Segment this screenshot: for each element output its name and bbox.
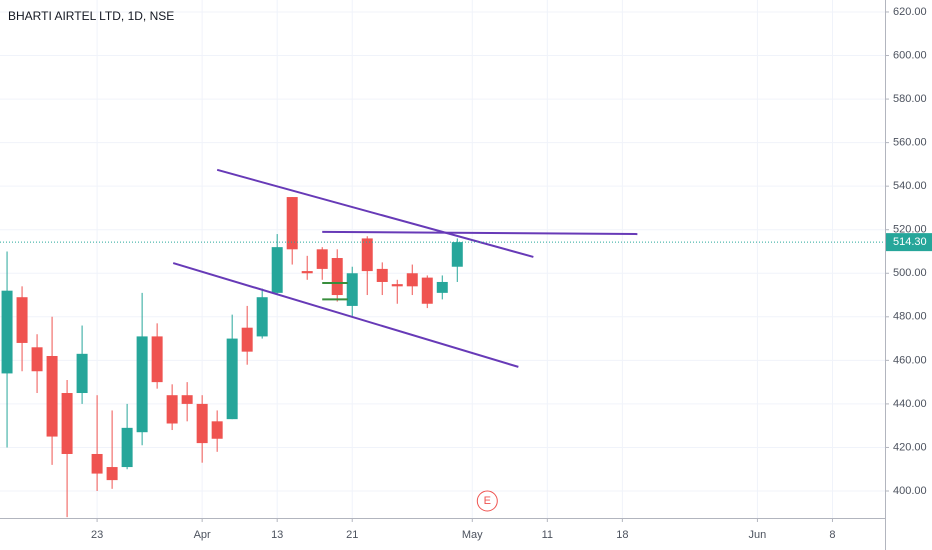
candle-body xyxy=(136,336,148,433)
candle-body xyxy=(331,258,343,296)
x-tick-label: 21 xyxy=(346,529,358,541)
candle-body xyxy=(406,273,418,287)
candle-body xyxy=(271,247,283,293)
candle-body xyxy=(16,297,28,343)
last-price-label: 514.30 xyxy=(893,236,927,248)
candle-body xyxy=(31,347,43,372)
candle-body xyxy=(451,242,463,267)
candle-body xyxy=(226,338,238,420)
y-tick-label: 580.00 xyxy=(893,93,927,105)
candle-body xyxy=(196,403,208,444)
candle-body xyxy=(256,297,268,337)
candle-body xyxy=(61,393,73,454)
candle-body xyxy=(1,290,13,374)
candle-body xyxy=(211,421,223,439)
x-tick-label: 11 xyxy=(542,529,553,541)
candle-body xyxy=(391,284,403,287)
y-tick-label: 480.00 xyxy=(893,311,927,323)
y-tick-label: 460.00 xyxy=(893,354,927,366)
chart-title: BHARTI AIRTEL LTD, 1D, NSE xyxy=(8,9,174,23)
candle-body xyxy=(76,353,88,394)
trend-line xyxy=(172,262,519,368)
event-marker-label: E xyxy=(484,495,491,507)
y-tick-label: 540.00 xyxy=(893,180,927,192)
candle-body xyxy=(91,453,103,474)
last-price-box xyxy=(886,233,932,252)
y-tick-label: 420.00 xyxy=(893,441,927,453)
y-tick-label: 620.00 xyxy=(893,6,927,18)
x-tick-label: 18 xyxy=(616,529,628,541)
x-tick-label: May xyxy=(462,529,483,541)
trend-line xyxy=(322,230,638,236)
x-tick-label: 23 xyxy=(91,529,103,541)
event-marker xyxy=(476,490,498,512)
candle-body xyxy=(166,395,178,424)
candle-body xyxy=(316,249,328,269)
candle-body xyxy=(121,427,133,468)
x-tick-label: 13 xyxy=(271,529,283,541)
y-tick-label: 400.00 xyxy=(893,485,927,497)
candle-body xyxy=(421,277,433,304)
candle-body xyxy=(346,273,358,306)
candle-body xyxy=(286,197,298,250)
candle-body xyxy=(181,395,193,404)
y-tick-label: 440.00 xyxy=(893,398,927,410)
y-tick-label: 520.00 xyxy=(893,224,927,236)
y-tick-label: 500.00 xyxy=(893,267,927,279)
candle-body xyxy=(376,268,388,282)
candle-body xyxy=(301,271,313,274)
candle-body xyxy=(241,327,253,352)
y-tick-label: 600.00 xyxy=(893,49,927,61)
candle-body xyxy=(46,356,58,437)
y-tick-label: 560.00 xyxy=(893,137,927,149)
candle-body xyxy=(106,467,118,481)
candle-body xyxy=(436,281,448,293)
x-tick-label: Jun xyxy=(749,529,767,541)
candle-body xyxy=(151,336,163,383)
x-tick-label: 8 xyxy=(829,529,835,541)
candle-body xyxy=(361,238,373,272)
x-tick-label: Apr xyxy=(194,529,211,541)
